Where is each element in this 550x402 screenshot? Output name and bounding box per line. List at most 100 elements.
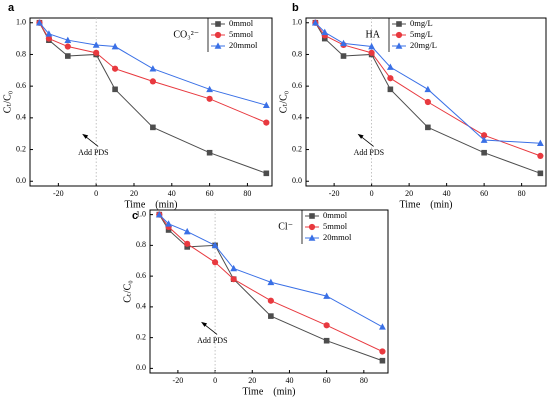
y-tick-label: 0.0 <box>16 176 26 185</box>
data-point <box>368 42 376 50</box>
data-point <box>267 297 274 304</box>
data-point <box>311 19 319 26</box>
legend-marker <box>396 21 402 27</box>
data-point <box>65 53 71 59</box>
y-axis-label: Cₜ/C₀ <box>2 90 13 113</box>
legend-label: 5mg/L <box>410 29 433 39</box>
data-point <box>263 119 270 126</box>
data-point <box>183 227 191 235</box>
x-axis-label: Time (min) <box>125 199 178 210</box>
x-tick-label: -20 <box>53 189 64 198</box>
x-tick-label: 40 <box>443 189 451 198</box>
data-point <box>111 65 119 72</box>
data-point <box>425 124 431 131</box>
data-point <box>379 348 386 355</box>
data-point <box>150 124 156 131</box>
y-tick-label: 0.2 <box>16 144 26 153</box>
legend-marker <box>214 31 222 39</box>
x-tick-label: 60 <box>206 189 214 198</box>
data-point <box>45 30 53 37</box>
panel-letter: a <box>8 2 15 14</box>
data-point <box>64 43 71 50</box>
data-point <box>536 139 544 147</box>
y-tick-label: 0.2 <box>292 144 302 153</box>
x-tick-label: 80 <box>243 189 251 198</box>
data-point <box>93 49 100 56</box>
legend-title: HA <box>366 29 381 40</box>
data-point <box>340 39 347 47</box>
annotation-arrowhead <box>82 133 89 139</box>
data-point <box>149 65 157 72</box>
data-point <box>268 313 274 319</box>
legend-label: 20mg/L <box>410 40 437 50</box>
y-tick-label: 0.6 <box>136 271 146 280</box>
data-point <box>379 323 386 330</box>
annotation-arrowhead <box>357 133 364 139</box>
x-tick-label: 40 <box>285 376 293 385</box>
panel-letter: b <box>292 2 299 14</box>
x-tick-label: 20 <box>130 189 138 198</box>
data-point <box>184 240 191 247</box>
data-point <box>111 42 119 50</box>
series-line <box>158 214 383 352</box>
data-point <box>149 78 156 85</box>
data-point <box>321 35 328 42</box>
legend-label: 0mmol <box>229 18 254 28</box>
legend-marker <box>309 213 315 219</box>
y-tick-label: 0.0 <box>136 363 146 372</box>
y-tick-label: 0.2 <box>136 332 146 341</box>
y-tick-label: 0.6 <box>16 81 26 90</box>
data-point <box>323 337 330 344</box>
annotation: Add PDS <box>354 148 384 157</box>
legend-marker <box>308 223 316 231</box>
data-point <box>321 28 329 36</box>
legend-label: 20mmol <box>229 40 258 50</box>
x-tick-label: 60 <box>323 376 331 385</box>
y-axis-label: Cₜ/C₀ <box>122 280 133 303</box>
data-point <box>64 36 72 43</box>
data-point <box>211 241 219 249</box>
series-line <box>158 214 383 328</box>
data-point <box>155 211 163 218</box>
data-point <box>263 170 270 177</box>
data-point <box>340 53 347 59</box>
data-point <box>323 292 331 299</box>
annotation: Add PDS <box>197 336 227 345</box>
x-axis-label: Time (min) <box>243 386 296 397</box>
data-point <box>206 85 214 93</box>
data-point <box>206 95 213 102</box>
x-tick-label: 40 <box>168 189 176 198</box>
annotation-arrowhead <box>201 321 208 327</box>
data-point <box>481 132 488 139</box>
data-point <box>537 152 544 159</box>
x-tick-label: 80 <box>518 189 526 198</box>
data-point <box>211 259 219 266</box>
y-tick-label: 0.8 <box>136 240 146 249</box>
data-point <box>379 357 386 364</box>
legend-marker <box>215 21 221 27</box>
data-point <box>387 86 394 93</box>
y-tick-label: 0.8 <box>16 49 26 58</box>
legend-title: CO₃²⁻ <box>173 29 199 40</box>
data-point <box>112 86 118 93</box>
y-tick-label: 0.6 <box>292 81 302 90</box>
y-tick-label: 0.8 <box>292 49 302 58</box>
data-point <box>165 220 172 227</box>
plot-frame <box>149 209 389 374</box>
series-line <box>39 22 267 124</box>
data-point <box>368 49 375 56</box>
series-line <box>315 22 541 144</box>
x-tick-label: 0 <box>94 189 98 198</box>
x-tick-label: 60 <box>480 189 488 198</box>
y-tick-label: 0.4 <box>292 113 302 122</box>
legend-label: 5mmol <box>229 29 254 39</box>
legend-marker <box>214 42 222 49</box>
x-tick-label: 80 <box>360 376 368 385</box>
plot-frame <box>29 17 273 187</box>
y-tick-label: 1.0 <box>16 18 26 27</box>
legend-marker <box>308 234 316 241</box>
series-line <box>39 22 267 174</box>
x-tick-label: 20 <box>405 189 413 198</box>
legend-title: Cl⁻ <box>278 221 293 232</box>
